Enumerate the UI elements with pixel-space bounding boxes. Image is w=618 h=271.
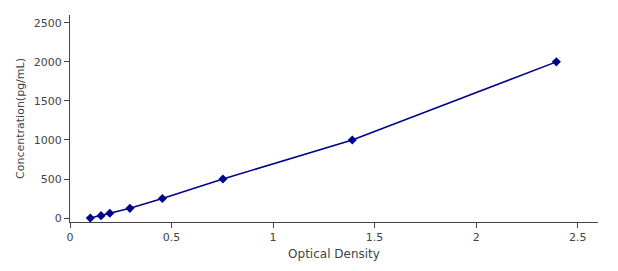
svg-text:500: 500: [41, 173, 62, 186]
svg-text:2000: 2000: [34, 56, 62, 69]
svg-text:1500: 1500: [34, 95, 62, 108]
svg-text:0.5: 0.5: [163, 231, 181, 244]
svg-text:0: 0: [55, 212, 62, 225]
svg-text:2: 2: [473, 231, 480, 244]
svg-text:2.5: 2.5: [569, 231, 587, 244]
svg-text:1000: 1000: [34, 134, 62, 147]
svg-text:1.5: 1.5: [366, 231, 384, 244]
svg-text:2500: 2500: [34, 17, 62, 30]
svg-text:Concentration(pg/mL): Concentration(pg/mL): [14, 58, 27, 179]
svg-text:Optical Density: Optical Density: [288, 247, 380, 261]
svg-text:0: 0: [67, 231, 74, 244]
svg-text:1: 1: [270, 231, 277, 244]
